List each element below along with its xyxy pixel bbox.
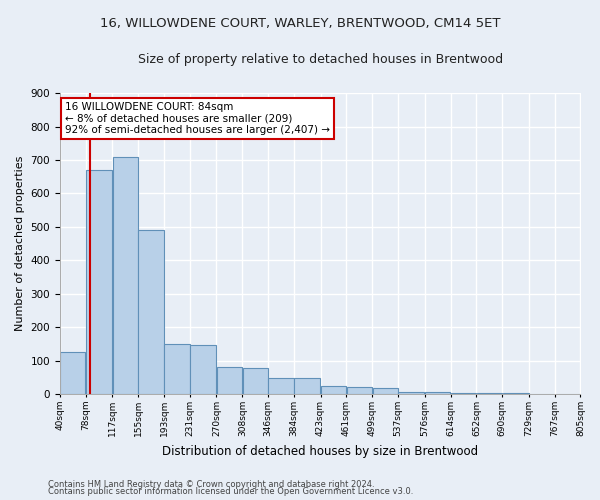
Bar (425, 392, 450, 394)
Bar (451, 392, 476, 394)
Text: Contains public sector information licensed under the Open Government Licence v3: Contains public sector information licen… (48, 487, 413, 496)
Bar (398, 392, 424, 394)
Bar (113, 156, 138, 394)
Bar (268, 378, 294, 394)
Bar (476, 393, 502, 394)
Bar (60, 352, 85, 394)
Text: 16 WILLOWDENE COURT: 84sqm
← 8% of detached houses are smaller (209)
92% of semi: 16 WILLOWDENE COURT: 84sqm ← 8% of detac… (65, 102, 330, 136)
Y-axis label: Number of detached properties: Number of detached properties (15, 156, 25, 332)
Bar (164, 344, 190, 394)
X-axis label: Distribution of detached houses by size in Brentwood: Distribution of detached houses by size … (162, 444, 478, 458)
Text: Contains HM Land Registry data © Crown copyright and database right 2024.: Contains HM Land Registry data © Crown c… (48, 480, 374, 489)
Bar (190, 344, 216, 394)
Bar (294, 378, 320, 394)
Bar (139, 230, 164, 394)
Bar (503, 393, 529, 394)
Bar (321, 386, 346, 394)
Bar (242, 368, 268, 394)
Title: Size of property relative to detached houses in Brentwood: Size of property relative to detached ho… (137, 52, 503, 66)
Bar (86, 170, 112, 394)
Text: 16, WILLOWDENE COURT, WARLEY, BRENTWOOD, CM14 5ET: 16, WILLOWDENE COURT, WARLEY, BRENTWOOD,… (100, 18, 500, 30)
Bar (373, 388, 398, 394)
Bar (347, 387, 372, 394)
Bar (217, 368, 242, 394)
